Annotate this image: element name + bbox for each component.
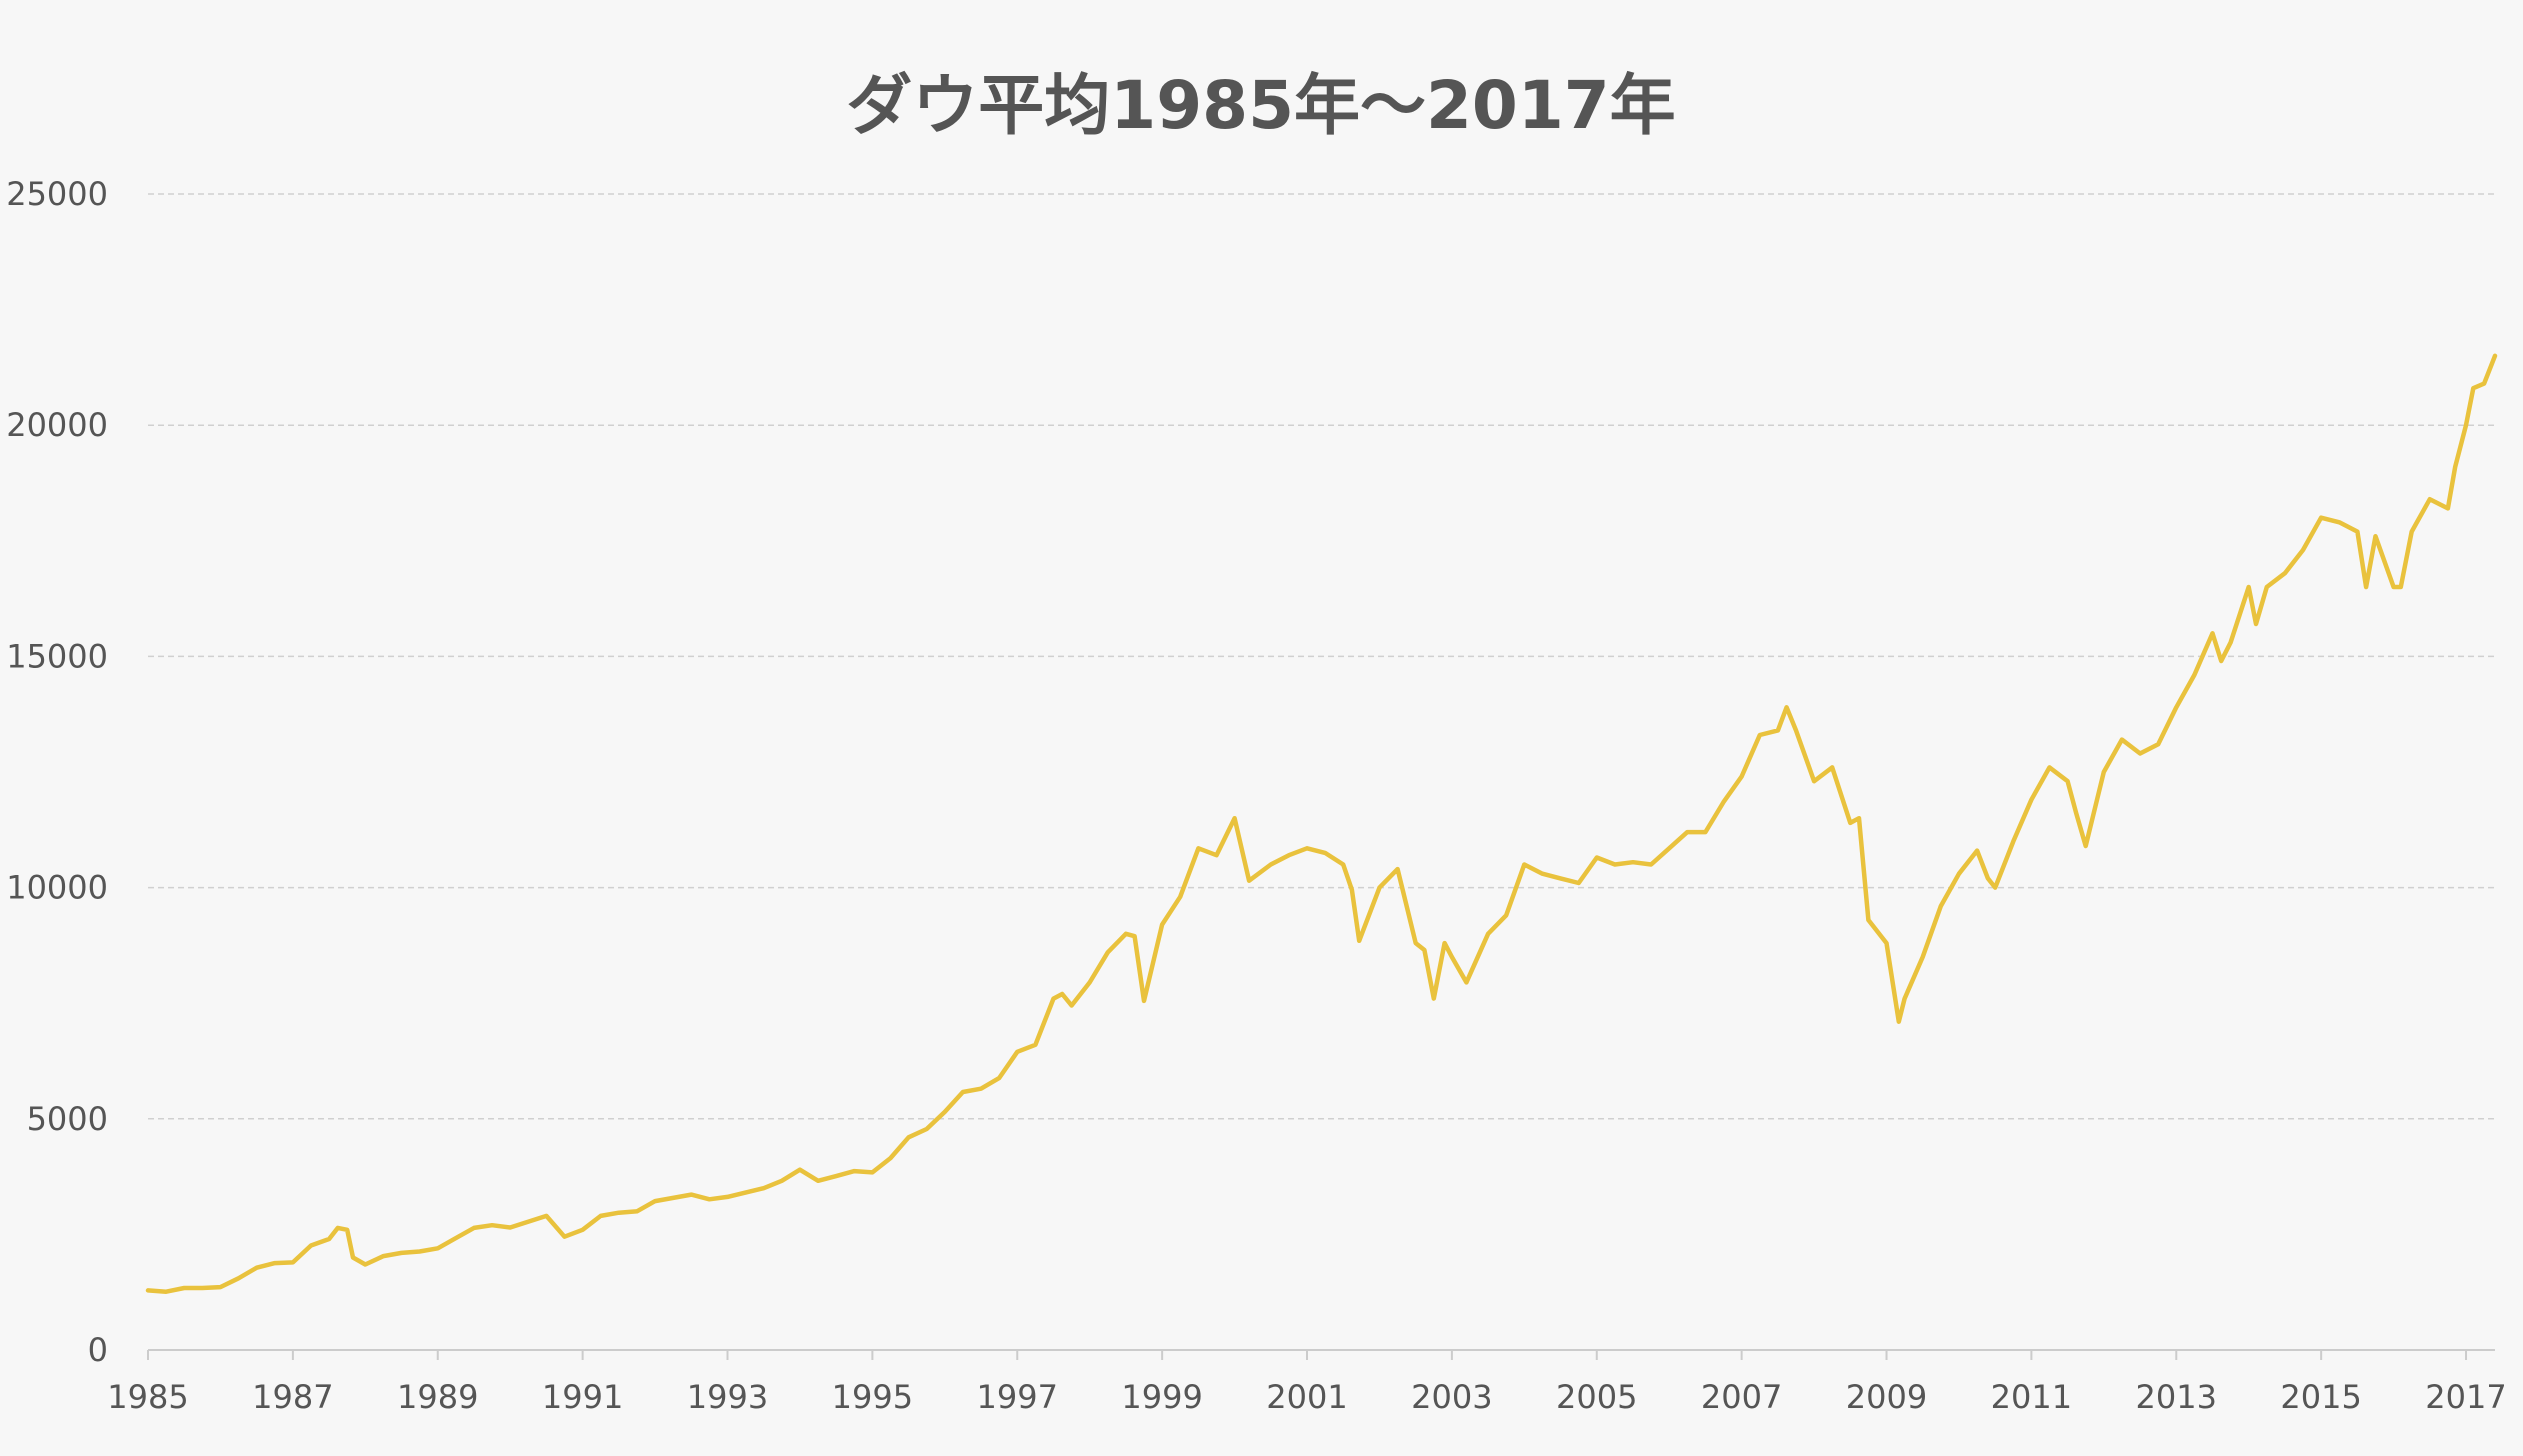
x-tick-label: 2001 bbox=[1266, 1378, 1347, 1416]
x-tick-label: 2015 bbox=[2280, 1378, 2361, 1416]
x-tick-label: 2009 bbox=[1846, 1378, 1927, 1416]
grid-lines bbox=[148, 193, 2495, 1120]
y-tick-label: 25000 bbox=[6, 175, 108, 213]
x-tick-label: 1989 bbox=[397, 1378, 478, 1416]
axes: 0 5000 10000 15000 20000 25000 1985 1987 1989 199… bbox=[6, 175, 2507, 1416]
chart-title: ダウ平均1985年〜2017年 bbox=[846, 67, 1675, 144]
x-tick-label: 1985 bbox=[107, 1378, 188, 1416]
x-tick-label: 1999 bbox=[1121, 1378, 1202, 1416]
x-tick-label: 1997 bbox=[977, 1378, 1058, 1416]
x-tick-label: 2005 bbox=[1556, 1378, 1637, 1416]
x-tick-label: 2017 bbox=[2425, 1378, 2506, 1416]
x-tick-label: 2013 bbox=[2136, 1378, 2217, 1416]
x-tick-label: 2007 bbox=[1701, 1378, 1782, 1416]
series-line-0 bbox=[145, 353, 2498, 1294]
y-tick-label: 0 bbox=[88, 1331, 108, 1369]
y-tick-label: 10000 bbox=[6, 869, 108, 907]
x-tick-label: 2011 bbox=[1991, 1378, 2072, 1416]
x-tick-label: 1987 bbox=[252, 1378, 333, 1416]
x-tick-label: 1991 bbox=[542, 1378, 623, 1416]
y-tick-label: 20000 bbox=[6, 406, 108, 444]
series-layer bbox=[145, 353, 2498, 1294]
y-tick-label: 5000 bbox=[27, 1100, 108, 1138]
y-tick-label: 15000 bbox=[6, 637, 108, 675]
x-tick-label: 1993 bbox=[687, 1378, 768, 1416]
x-tick-label: 1995 bbox=[832, 1378, 913, 1416]
x-tick-label: 2003 bbox=[1411, 1378, 1492, 1416]
